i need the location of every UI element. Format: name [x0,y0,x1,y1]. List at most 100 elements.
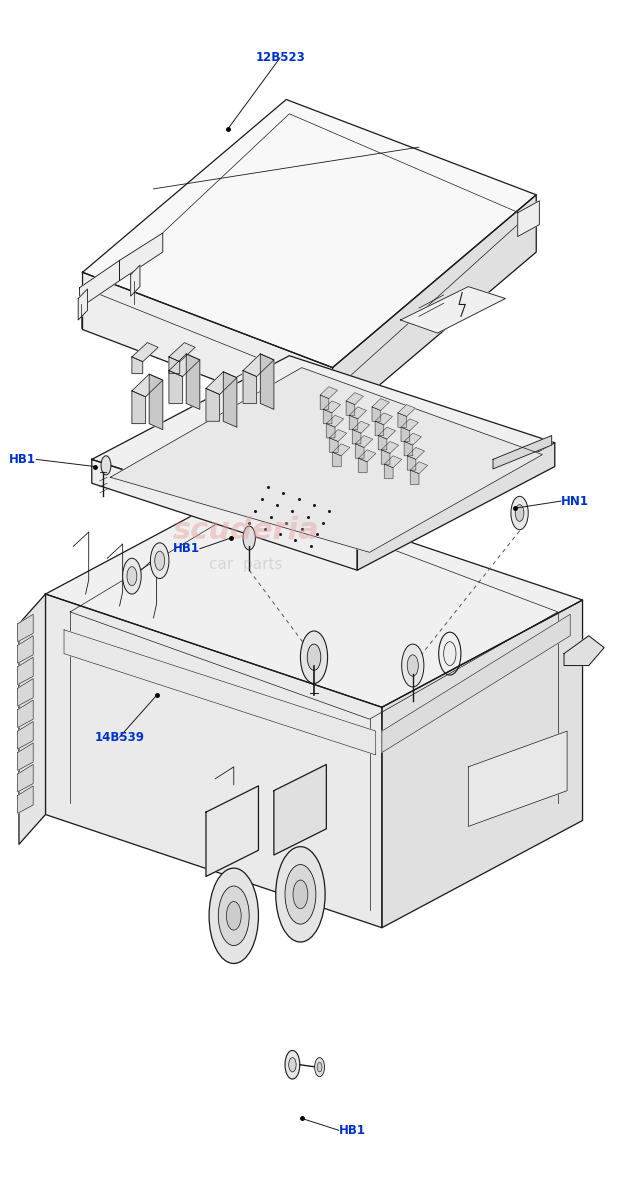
Text: 14B539: 14B539 [94,731,144,744]
Polygon shape [132,356,142,373]
Polygon shape [132,374,163,397]
Circle shape [511,497,528,529]
Circle shape [301,631,328,684]
Polygon shape [381,450,390,464]
Polygon shape [110,367,542,552]
Polygon shape [323,401,341,413]
Polygon shape [327,424,335,438]
Polygon shape [375,413,392,425]
Polygon shape [468,731,567,827]
Polygon shape [18,764,33,792]
Circle shape [285,864,316,924]
Polygon shape [223,372,237,427]
Polygon shape [46,487,582,707]
Polygon shape [327,415,344,427]
Polygon shape [349,407,367,419]
Polygon shape [372,398,389,410]
Polygon shape [18,700,33,727]
Polygon shape [92,355,555,546]
Polygon shape [274,764,327,856]
Polygon shape [346,401,354,415]
Circle shape [101,456,111,475]
Polygon shape [398,413,406,427]
Text: HB1: HB1 [173,542,200,556]
Circle shape [444,642,456,666]
Polygon shape [353,421,370,433]
Polygon shape [384,456,402,468]
Polygon shape [82,272,332,425]
Polygon shape [407,448,425,460]
Polygon shape [404,442,413,456]
Circle shape [154,551,165,570]
Text: HN1: HN1 [561,494,589,508]
Polygon shape [355,444,364,458]
Polygon shape [378,436,387,450]
Polygon shape [404,433,422,445]
Polygon shape [401,287,505,334]
Polygon shape [46,594,382,928]
Circle shape [276,847,325,942]
Polygon shape [329,430,347,442]
Circle shape [151,542,169,578]
Polygon shape [18,636,33,664]
Polygon shape [64,630,376,755]
Text: HB1: HB1 [339,1123,366,1136]
Polygon shape [243,371,256,403]
Polygon shape [401,427,410,442]
Polygon shape [401,419,418,431]
Polygon shape [381,442,399,454]
Polygon shape [355,436,373,448]
Polygon shape [518,200,539,236]
Polygon shape [372,407,380,421]
Circle shape [218,886,249,946]
Polygon shape [222,361,265,419]
Polygon shape [329,438,338,452]
Polygon shape [206,786,258,876]
Polygon shape [357,443,555,570]
Circle shape [123,558,141,594]
Text: HB1: HB1 [9,452,36,466]
Polygon shape [18,786,33,814]
Polygon shape [320,386,337,398]
Polygon shape [169,371,182,403]
Polygon shape [206,389,220,421]
Circle shape [209,868,258,964]
Polygon shape [346,392,363,404]
Polygon shape [375,421,384,436]
Polygon shape [132,391,146,424]
Polygon shape [169,354,200,377]
Polygon shape [18,743,33,770]
Circle shape [285,1050,300,1079]
Polygon shape [332,452,341,467]
Polygon shape [92,460,357,570]
Circle shape [227,901,241,930]
Polygon shape [78,289,87,320]
Polygon shape [149,374,163,430]
Polygon shape [18,721,33,749]
Polygon shape [349,415,358,430]
Polygon shape [186,354,200,409]
Circle shape [515,505,524,521]
Polygon shape [382,600,582,928]
Circle shape [402,644,424,686]
Text: 12B523: 12B523 [255,52,305,65]
Circle shape [293,880,308,908]
Polygon shape [384,464,393,479]
Polygon shape [353,430,361,444]
Polygon shape [564,636,604,666]
Polygon shape [320,395,329,409]
Polygon shape [410,462,428,474]
Polygon shape [169,356,180,373]
Polygon shape [382,614,570,752]
Circle shape [307,644,321,671]
Polygon shape [130,265,140,296]
Polygon shape [398,404,415,416]
Polygon shape [169,343,195,361]
Polygon shape [243,354,274,377]
Polygon shape [410,470,419,485]
Polygon shape [80,260,120,308]
Polygon shape [332,194,536,425]
Text: car  parts: car parts [210,557,283,571]
Polygon shape [18,679,33,706]
Polygon shape [132,343,158,361]
